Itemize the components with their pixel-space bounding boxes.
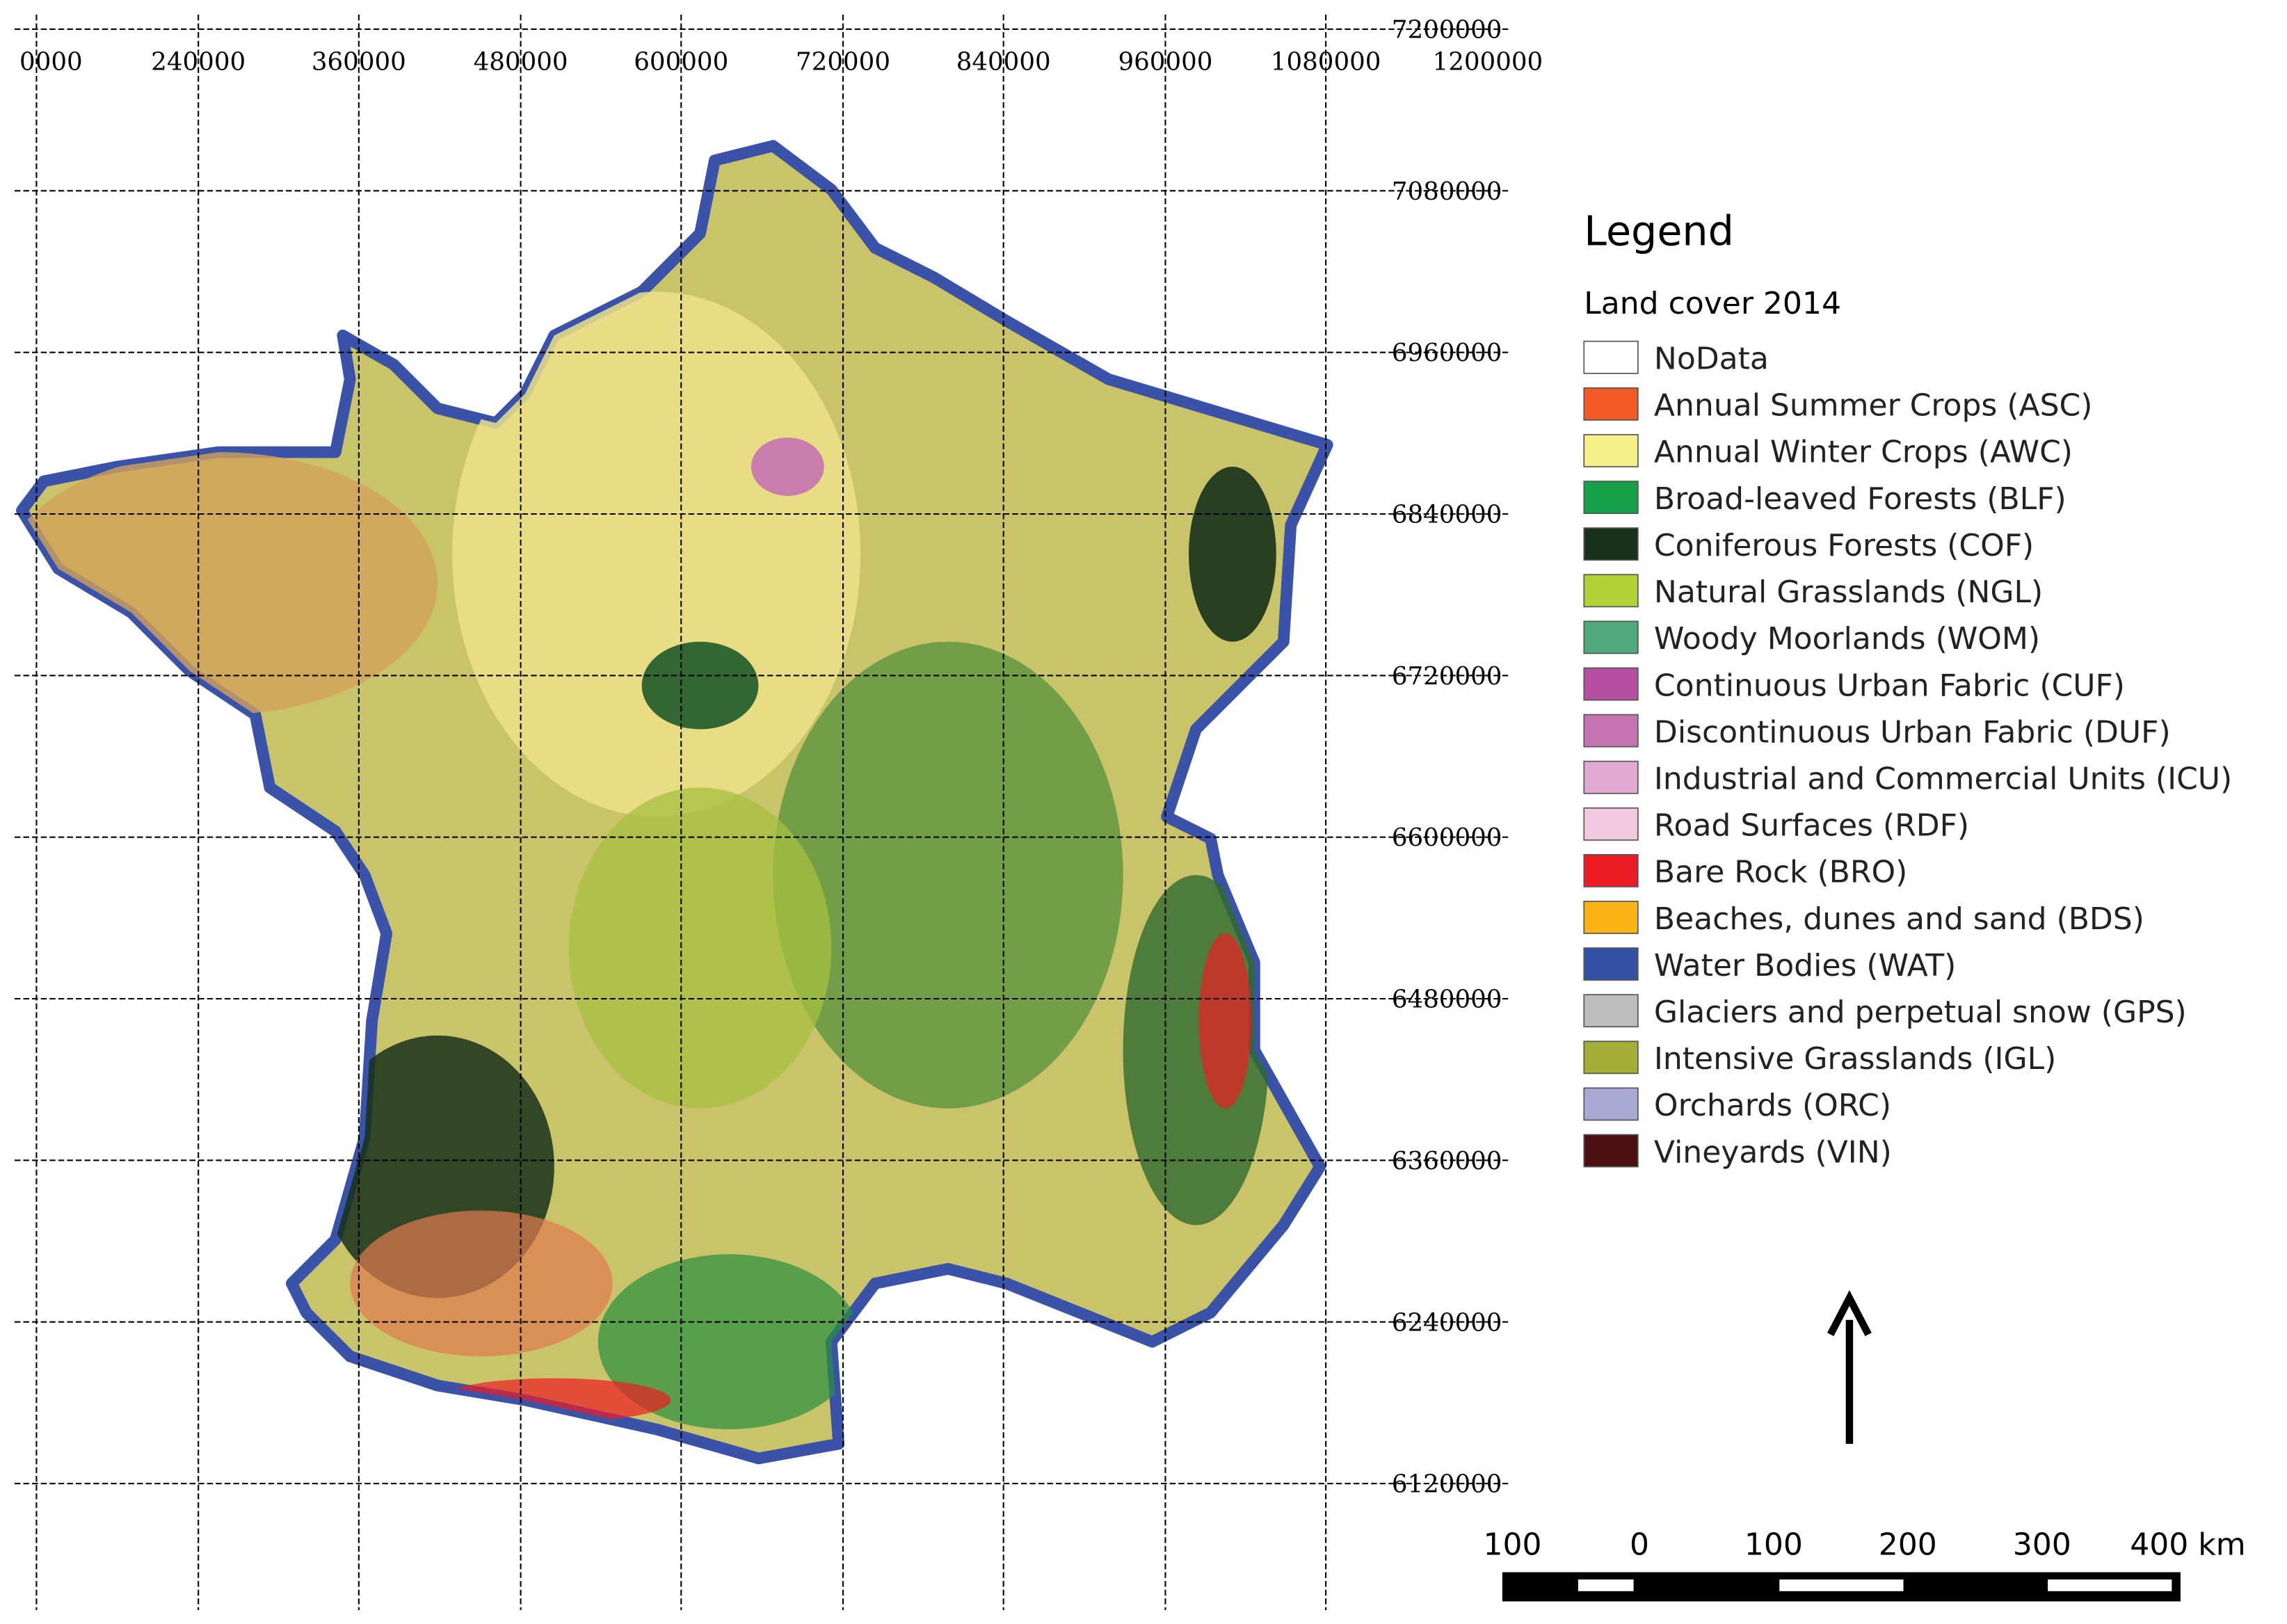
- y-grid-label: 6360000: [1392, 1147, 1502, 1175]
- legend-title: Legend: [1584, 207, 1734, 255]
- scale-label: 300: [2013, 1527, 2071, 1562]
- legend-label: NoData: [1654, 341, 1769, 377]
- x-grid-label: 1200000: [1433, 48, 1543, 77]
- y-grid-label: 6720000: [1392, 662, 1502, 691]
- legend-label: Natural Grasslands (NGL): [1654, 574, 2043, 610]
- legend-swatch: [1583, 760, 1639, 794]
- legend-label: Coniferous Forests (COF): [1654, 528, 2034, 563]
- legend-label: Road Surfaces (RDF): [1654, 808, 1969, 844]
- x-grid-label: 360000: [312, 48, 406, 77]
- france-land-cover: [16, 140, 1333, 1465]
- x-grid-label: 720000: [796, 48, 890, 77]
- legend-label: Annual Winter Crops (AWC): [1654, 435, 2073, 470]
- legend-swatch: [1583, 387, 1639, 421]
- legend-swatch: [1583, 1087, 1639, 1121]
- scale-label: 100: [1484, 1527, 1542, 1562]
- legend-label: Discontinuous Urban Fabric (DUF): [1654, 714, 2171, 750]
- legend-swatch: [1583, 620, 1639, 654]
- x-grid-label: 840000: [956, 48, 1051, 77]
- legend-swatch: [1583, 1040, 1639, 1075]
- north-arrow: [1827, 1289, 1872, 1444]
- legend-label: Glaciers and perpetual snow (GPS): [1654, 995, 2187, 1030]
- legend-label: Woody Moorlands (WOM): [1654, 621, 2040, 657]
- legend-label: Vineyards (VIN): [1654, 1134, 1892, 1170]
- x-grid-label: 240000: [151, 48, 246, 77]
- graticule: 0000 240000 360000 480000 600000 720000 840000…: [14, 14, 1543, 1611]
- y-grid-label: 6240000: [1392, 1308, 1502, 1337]
- x-grid-label: 1080000: [1271, 48, 1381, 77]
- legend-swatch: [1583, 853, 1639, 887]
- legend-swatch: [1583, 807, 1639, 841]
- scale-label: 400 km: [2130, 1527, 2245, 1562]
- legend-swatch: [1583, 994, 1639, 1028]
- legend-swatch: [1583, 1134, 1639, 1168]
- legend-subtitle: Land cover 2014: [1584, 286, 1841, 321]
- y-grid-label: 6840000: [1392, 501, 1502, 529]
- legend-swatch: [1583, 527, 1639, 561]
- legend-swatch: [1583, 340, 1639, 374]
- legend-label: Bare Rock (BRO): [1654, 855, 1907, 890]
- legend-label: Industrial and Commercial Units (ICU): [1654, 761, 2232, 796]
- y-grid-label: 6960000: [1392, 339, 1502, 367]
- scale-bar: 100 0 100 200 300 400 km: [1484, 1527, 2246, 1602]
- legend-label: Orchards (ORC): [1654, 1088, 1891, 1123]
- x-grid-label: 480000: [474, 48, 568, 77]
- scale-label: 0: [1630, 1527, 1649, 1562]
- legend-label: Continuous Urban Fabric (CUF): [1654, 668, 2125, 703]
- legend-label: Intensive Grasslands (IGL): [1654, 1041, 2056, 1077]
- y-grid-label: 7080000: [1392, 177, 1502, 206]
- legend-swatch: [1583, 947, 1639, 981]
- legend-label: Beaches, dunes and sand (BDS): [1654, 901, 2144, 937]
- legend-swatch: [1583, 714, 1639, 748]
- x-grid-label: 960000: [1118, 48, 1212, 77]
- legend-swatch: [1583, 574, 1639, 608]
- x-grid-label: 600000: [634, 48, 728, 77]
- legend-swatch: [1583, 434, 1639, 467]
- legend-label: Broad-leaved Forests (BLF): [1654, 481, 2067, 517]
- scale-label: 200: [1879, 1527, 1937, 1562]
- legend-swatch: [1583, 481, 1639, 514]
- legend-label: Annual Summer Crops (ASC): [1654, 388, 2093, 424]
- scale-label: 100: [1744, 1527, 1803, 1562]
- y-grid-label: 6120000: [1392, 1470, 1502, 1499]
- legend-label: Water Bodies (WAT): [1654, 948, 1956, 983]
- legend: Legend Land cover 2014 NoData Annual Summ…: [1583, 207, 2232, 1170]
- x-grid-label: 0000: [19, 48, 83, 77]
- legend-swatch: [1583, 667, 1639, 701]
- y-grid-label: 6480000: [1392, 986, 1502, 1014]
- y-grid-label: 6600000: [1392, 823, 1502, 852]
- y-grid-label: 7200000: [1392, 16, 1502, 45]
- legend-swatch: [1583, 901, 1639, 934]
